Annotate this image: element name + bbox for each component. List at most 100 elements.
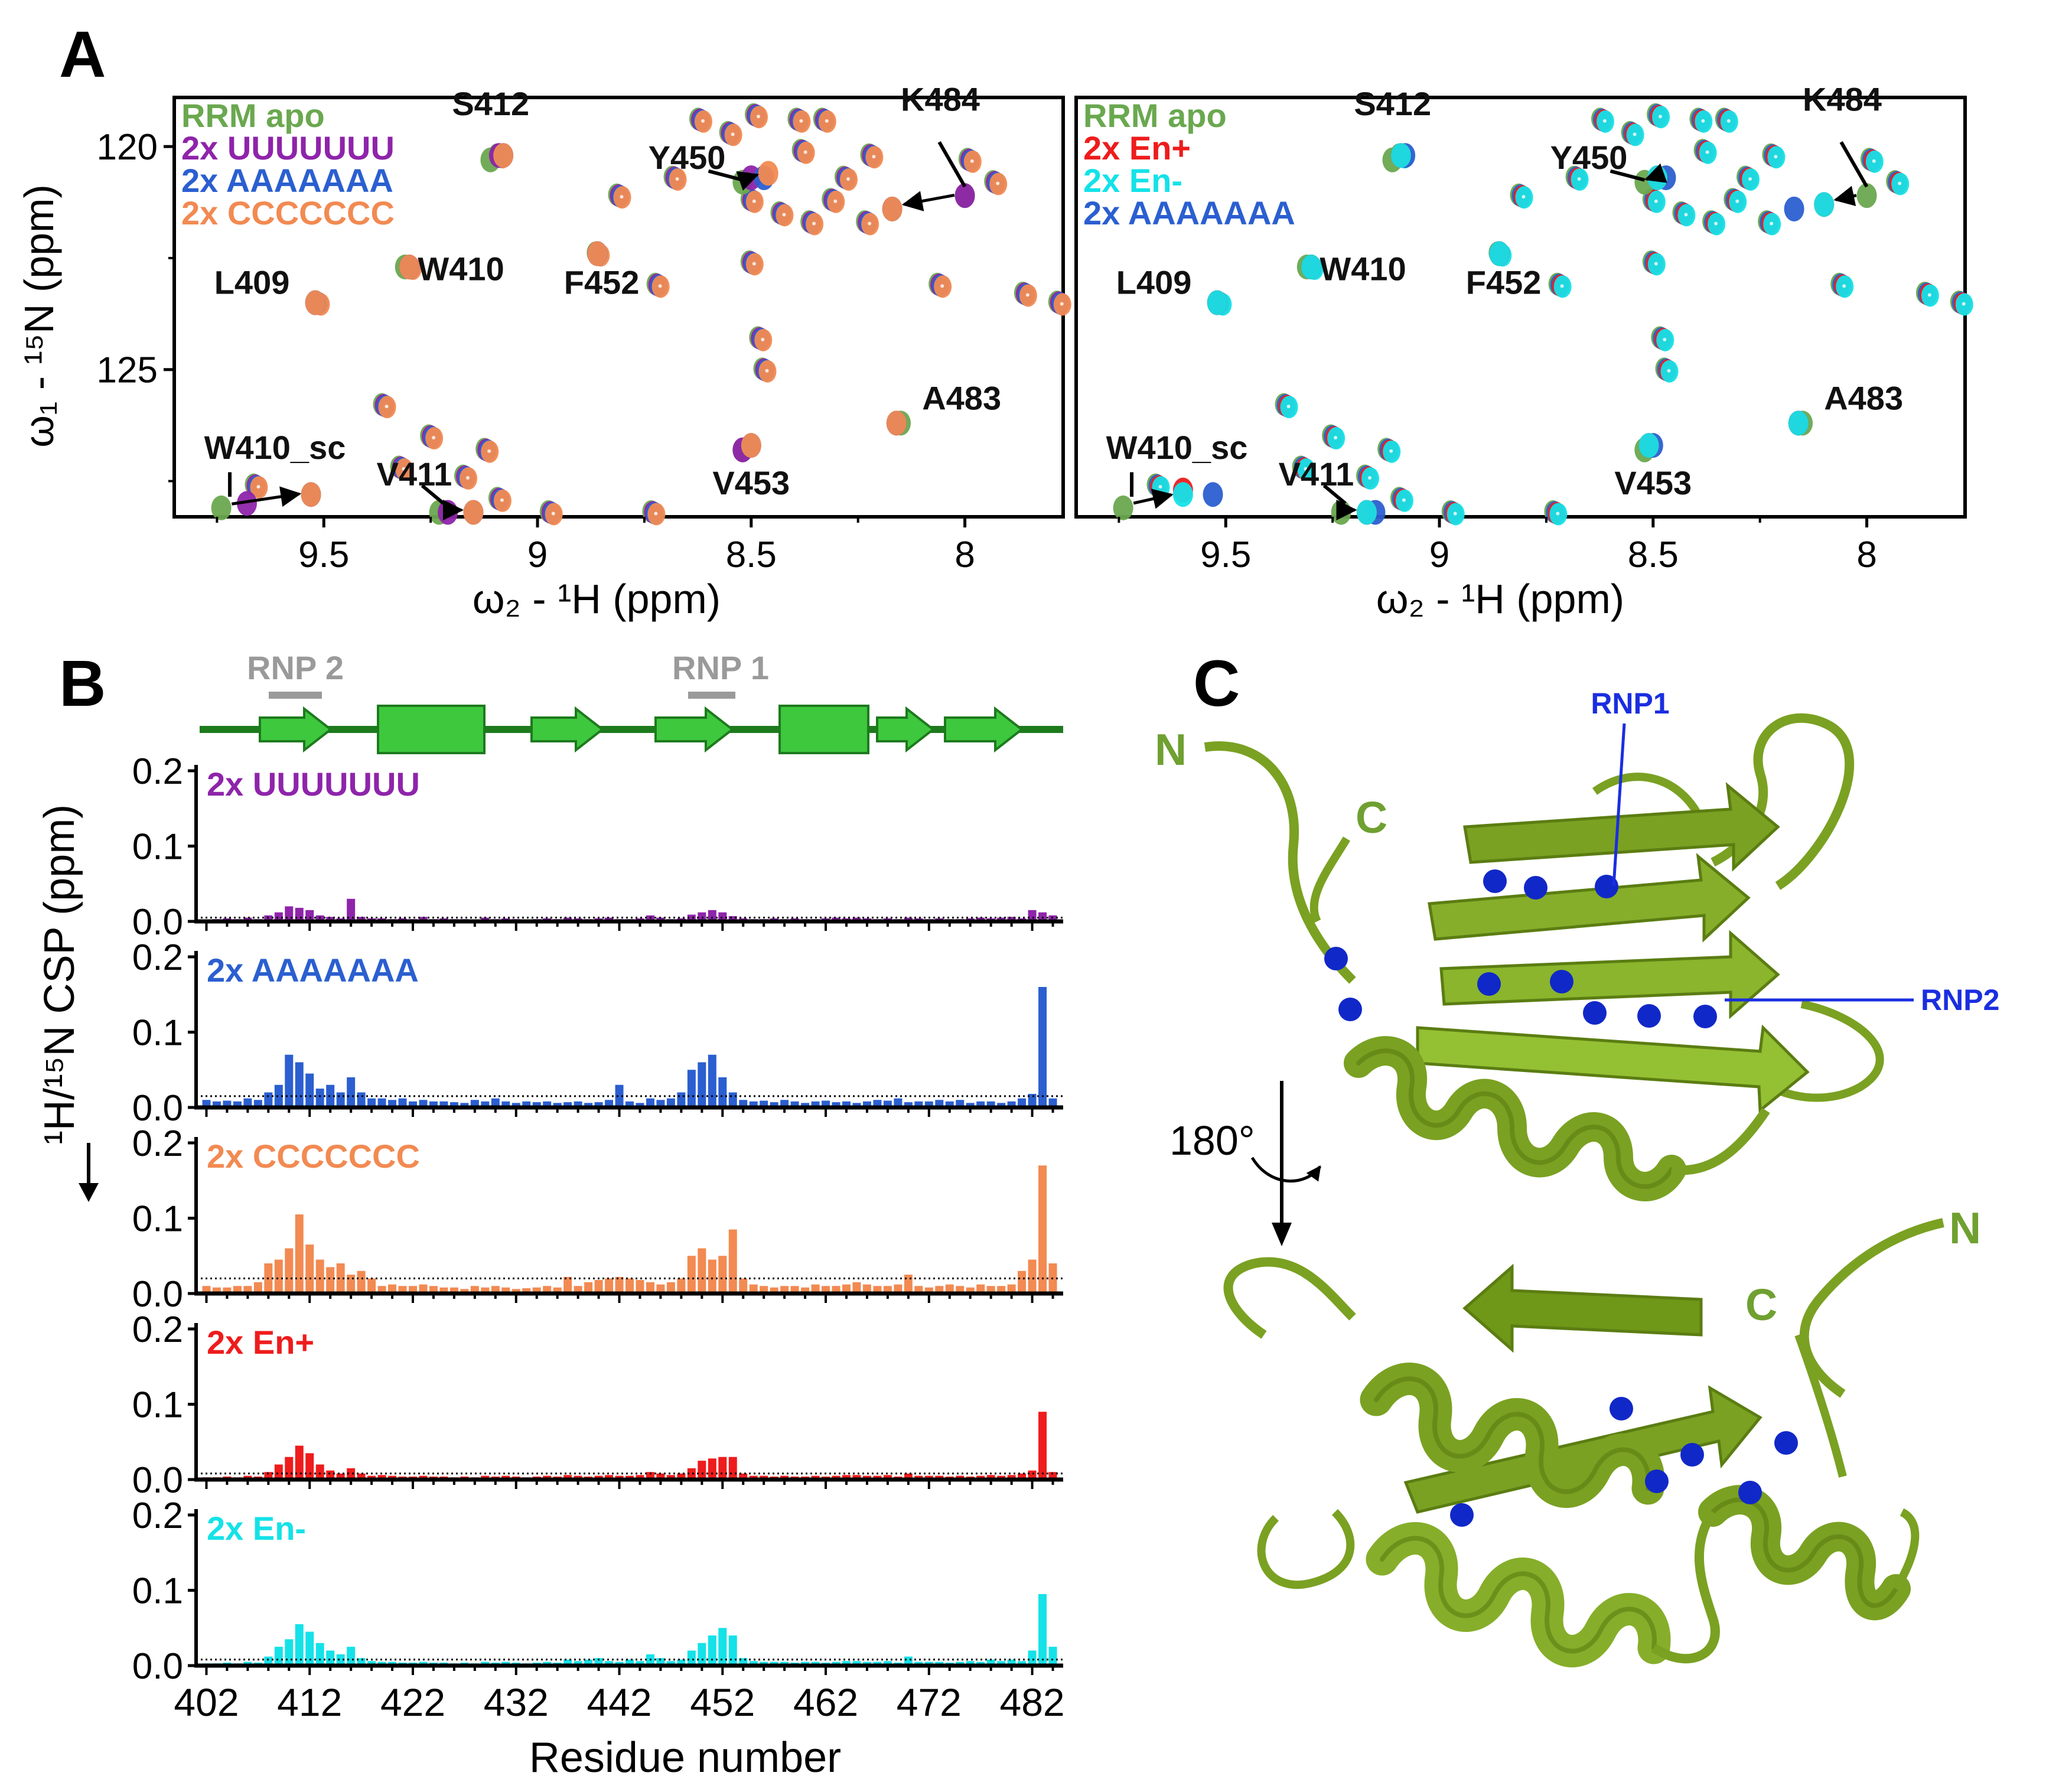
csp-bar bbox=[656, 1284, 665, 1294]
csp-bar bbox=[883, 1661, 892, 1666]
peak-center bbox=[1842, 284, 1846, 288]
csp-bar bbox=[986, 1475, 995, 1480]
csp-bar bbox=[605, 1278, 614, 1294]
csp-bar bbox=[326, 1084, 335, 1107]
x-tick-label: 9.5 bbox=[1200, 535, 1251, 575]
csp-bar bbox=[739, 1278, 748, 1294]
peak-label: V453 bbox=[712, 464, 790, 501]
alpha-helix bbox=[1698, 1485, 1911, 1621]
csp-bar bbox=[253, 1282, 262, 1294]
csp-bar bbox=[347, 1077, 356, 1107]
csp-bar bbox=[883, 1475, 892, 1480]
peak-center bbox=[825, 119, 829, 123]
peak-center bbox=[1633, 132, 1637, 136]
csp-bar bbox=[481, 1101, 490, 1107]
csp-bar bbox=[1018, 1661, 1027, 1666]
csp-bar bbox=[512, 1289, 520, 1294]
csp-bar bbox=[822, 1100, 830, 1107]
rnp1-label: RNP1 bbox=[1591, 687, 1669, 720]
csp-bar bbox=[315, 1259, 324, 1294]
peak-layer bbox=[211, 103, 1071, 526]
csp-y-tick-label: 0.1 bbox=[132, 1385, 183, 1426]
csp-bar bbox=[852, 1475, 861, 1480]
csp-bar bbox=[336, 1654, 345, 1666]
csp-bar bbox=[862, 1101, 871, 1107]
csp-bar bbox=[636, 1661, 644, 1666]
csp-bar bbox=[997, 1103, 1006, 1107]
peak-center bbox=[782, 213, 786, 217]
x-tick-label: 8 bbox=[1856, 535, 1876, 575]
csp-bar bbox=[770, 1102, 778, 1107]
csp-bar bbox=[285, 1054, 294, 1107]
peak-center bbox=[1872, 159, 1876, 163]
loop bbox=[1799, 1218, 1944, 1398]
csp-bar bbox=[223, 1100, 232, 1107]
y-tick-label: 120 bbox=[97, 127, 158, 168]
peak-label: V411 bbox=[377, 455, 452, 493]
peak-center bbox=[1726, 119, 1731, 123]
csp-bar bbox=[677, 1473, 686, 1480]
shift-arrow bbox=[1644, 163, 1667, 183]
peak-center bbox=[752, 262, 756, 266]
peak-label: V453 bbox=[1614, 464, 1692, 501]
nmr-peak bbox=[399, 255, 419, 280]
peak-center bbox=[466, 476, 470, 480]
alpha-helix-shade bbox=[1380, 1536, 1657, 1654]
x-tick-label: 8 bbox=[954, 535, 975, 575]
beta-strand bbox=[1463, 782, 1780, 872]
peak-center bbox=[1286, 405, 1291, 409]
peak-center bbox=[675, 177, 679, 181]
rnp-sphere bbox=[1680, 1443, 1704, 1467]
csp-bar bbox=[1007, 917, 1016, 921]
peak-label: W410 bbox=[418, 250, 504, 288]
peak-center bbox=[256, 485, 260, 489]
csp-bar bbox=[212, 1287, 221, 1294]
csp-subplot-label: 2x AAAAAAA bbox=[207, 952, 419, 989]
csp-bar bbox=[687, 1070, 696, 1107]
nmr-peak bbox=[1390, 143, 1411, 168]
csp-bar bbox=[315, 1464, 324, 1480]
csp-bar bbox=[677, 1659, 686, 1666]
csp-bar bbox=[336, 1473, 345, 1480]
csp-bar bbox=[677, 1278, 686, 1294]
csp-bar bbox=[274, 1647, 283, 1666]
csp-bar bbox=[966, 1661, 975, 1666]
peak-center bbox=[1402, 498, 1406, 502]
csp-bar bbox=[842, 1661, 851, 1666]
nmr-peak bbox=[741, 433, 761, 458]
rnp-sphere bbox=[1338, 998, 1362, 1021]
csp-bar bbox=[852, 1661, 861, 1666]
csp-bar bbox=[904, 1473, 913, 1480]
peak-center bbox=[1667, 369, 1671, 373]
csp-bar bbox=[315, 1089, 324, 1107]
csp-bar bbox=[409, 1101, 417, 1107]
nmr-peak bbox=[1172, 482, 1193, 507]
residue-axis-label: Residue number bbox=[529, 1734, 841, 1781]
csp-bar bbox=[285, 906, 294, 921]
csp-bar bbox=[501, 1101, 510, 1107]
nmr-peak bbox=[886, 410, 907, 436]
loop bbox=[1592, 773, 1705, 823]
csp-bar bbox=[584, 1103, 593, 1107]
peak-center bbox=[1304, 467, 1308, 471]
peak-center bbox=[1774, 155, 1778, 159]
peak-center bbox=[761, 337, 765, 341]
rnp-sphere bbox=[1595, 875, 1618, 898]
label-pointer bbox=[421, 484, 445, 505]
csp-y-tick-label: 0.2 bbox=[132, 1495, 183, 1536]
csp-y-tick-label: 0.0 bbox=[132, 1274, 183, 1315]
peak-center bbox=[1025, 293, 1029, 297]
csp-bar bbox=[976, 1101, 985, 1107]
nmr-peak bbox=[1856, 183, 1877, 208]
peak-center bbox=[872, 155, 876, 159]
csp-bar bbox=[491, 1098, 500, 1107]
alpha-helix bbox=[1366, 1522, 1671, 1667]
rnp-region-label: RNP 1 bbox=[672, 649, 769, 686]
csp-bar bbox=[718, 1457, 727, 1480]
csp-bar bbox=[295, 1624, 304, 1666]
csp-bar bbox=[449, 1102, 458, 1107]
csp-bar bbox=[563, 1659, 572, 1666]
csp-bar bbox=[749, 1284, 758, 1294]
csp-bar bbox=[357, 1270, 366, 1294]
nmr-peak bbox=[1788, 410, 1809, 436]
